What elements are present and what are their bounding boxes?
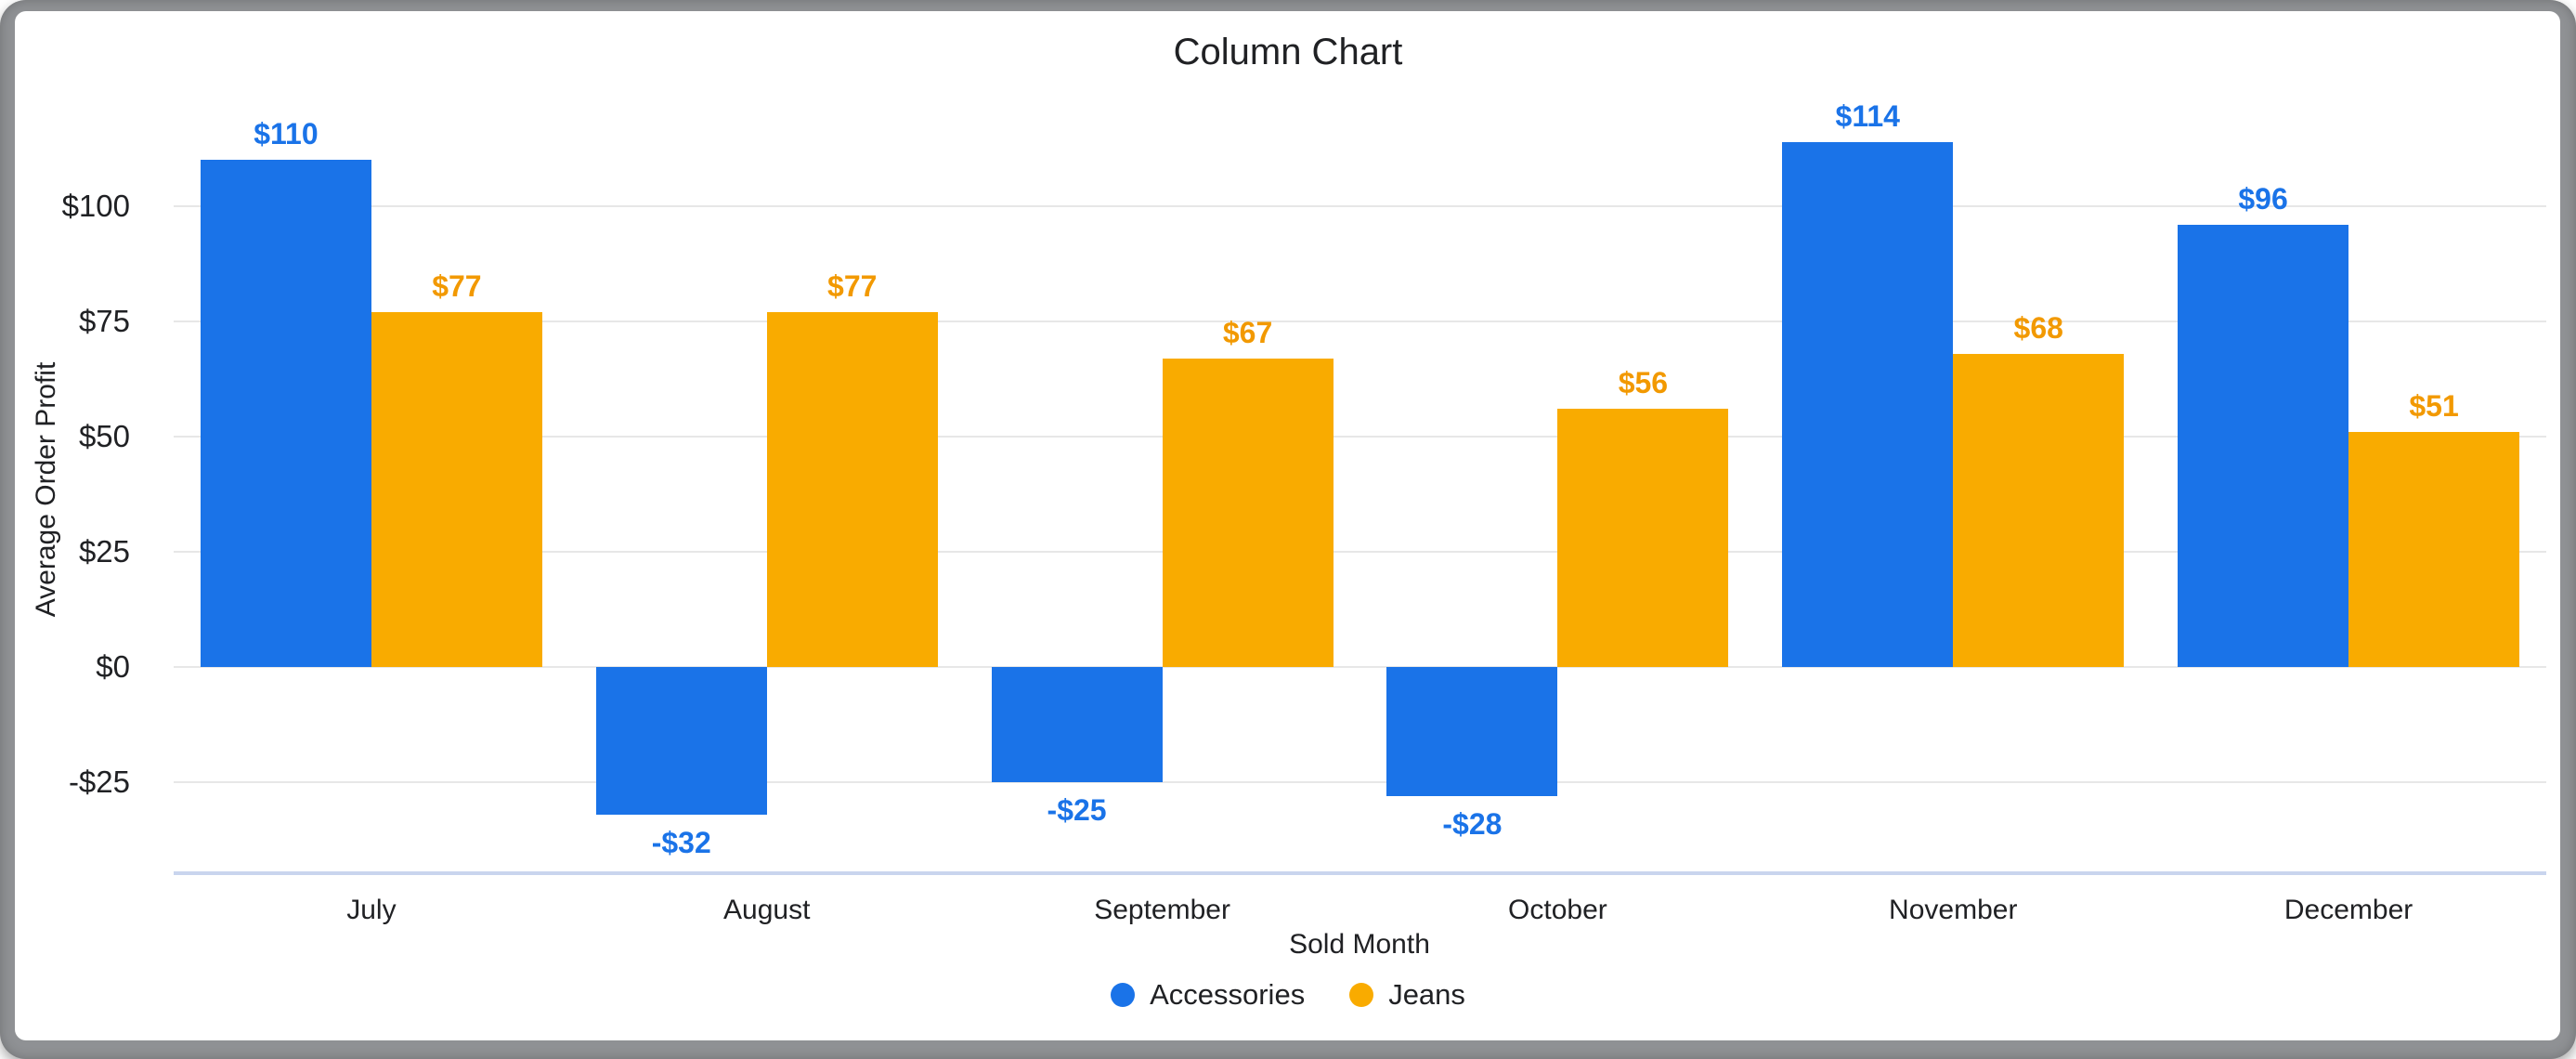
plot-area: $110 $77 -$32 $77 -$25 $67 -$28 $56 $114 $68 $96 $5… xyxy=(174,99,2546,875)
gridline xyxy=(174,666,2546,668)
legend-dot-icon xyxy=(1349,983,1374,1007)
bar-value-label: $110 xyxy=(254,117,319,151)
bar-value-label: $96 xyxy=(2238,181,2288,216)
x-tick-label: October xyxy=(1508,895,1607,925)
y-tick-label: $75 xyxy=(78,304,130,338)
bar-accessories-november[interactable] xyxy=(1782,141,1954,667)
bar-value-label: -$28 xyxy=(1442,806,1503,841)
x-tick-label: November xyxy=(1889,895,2018,925)
x-axis-line xyxy=(174,871,2546,875)
legend-item-accessories[interactable]: Accessories xyxy=(1111,978,1305,1012)
legend-item-label: Accessories xyxy=(1150,978,1306,1011)
x-tick-label: September xyxy=(1094,895,1230,925)
chart-title: Column Chart xyxy=(1173,32,1403,72)
bar-value-label: $77 xyxy=(827,269,878,304)
bar-value-label: $67 xyxy=(1222,315,1273,349)
y-tick-label: $100 xyxy=(61,189,130,223)
bar-accessories-october[interactable] xyxy=(1386,667,1558,796)
bar-value-label: $56 xyxy=(1618,366,1669,400)
legend-item-label: Jeans xyxy=(1388,978,1465,1011)
gridline xyxy=(174,551,2546,553)
y-tick-label: $50 xyxy=(78,419,130,453)
gridline xyxy=(174,205,2546,207)
x-tick-label: December xyxy=(2283,895,2413,925)
y-tick-label: $25 xyxy=(78,534,130,569)
y-tick-label: -$25 xyxy=(68,765,130,799)
gridline xyxy=(174,320,2546,322)
bar-accessories-december[interactable] xyxy=(2178,224,2349,667)
bar-accessories-september[interactable] xyxy=(991,667,1163,782)
x-tick-label: July xyxy=(346,895,397,925)
bar-accessories-august[interactable] xyxy=(595,667,767,815)
bar-value-label: $51 xyxy=(2409,389,2459,424)
bar-jeans-july[interactable] xyxy=(371,312,542,667)
bar-jeans-august[interactable] xyxy=(766,312,938,667)
bar-accessories-july[interactable] xyxy=(200,160,371,667)
bar-jeans-september[interactable] xyxy=(1162,358,1334,667)
gridline xyxy=(174,781,2546,783)
legend-dot-icon xyxy=(1111,983,1136,1007)
x-tick-label: August xyxy=(723,895,811,925)
y-axis-title: Average Order Profit xyxy=(31,361,61,618)
y-tick-label: $0 xyxy=(96,649,130,684)
bar-jeans-november[interactable] xyxy=(1953,353,2125,667)
x-axis-title: Sold Month xyxy=(1289,929,1430,960)
bar-jeans-december[interactable] xyxy=(2348,432,2520,667)
bar-value-label: $114 xyxy=(1835,98,1900,133)
bar-value-label: -$32 xyxy=(651,825,711,859)
bar-jeans-october[interactable] xyxy=(1557,409,1729,667)
bar-value-label: -$25 xyxy=(1047,793,1107,827)
legend: Accessories Jeans xyxy=(0,978,2576,1012)
legend-item-jeans[interactable]: Jeans xyxy=(1349,978,1465,1012)
gridline xyxy=(174,436,2546,438)
bar-value-label: $77 xyxy=(432,269,482,304)
bar-value-label: $68 xyxy=(2013,310,2063,345)
